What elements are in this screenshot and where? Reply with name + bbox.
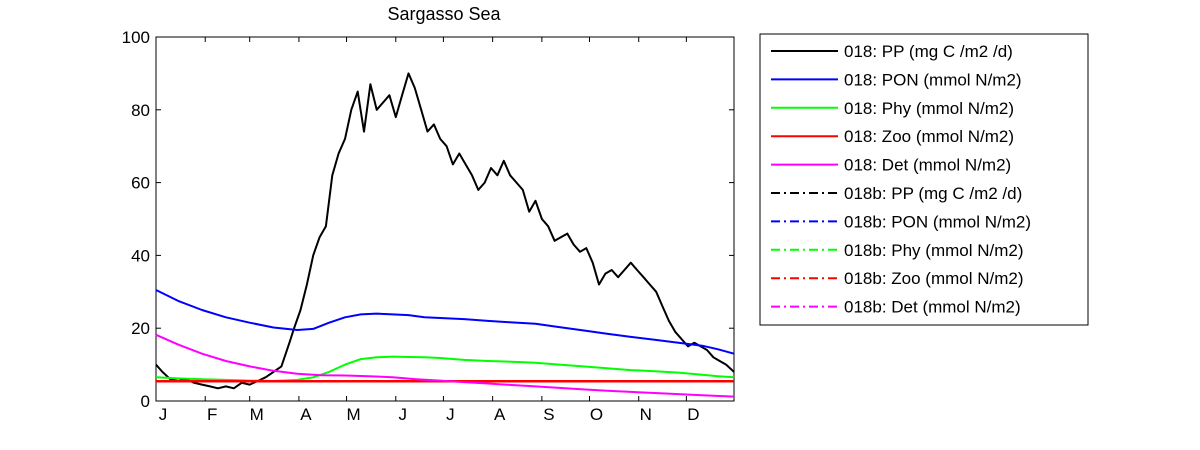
legend-label-6: 018b: PON (mmol N/m2): [844, 212, 1031, 231]
legend-label-7: 018b: Phy (mmol N/m2): [844, 241, 1024, 260]
legend-label-4: 018: Det (mmol N/m2): [844, 156, 1011, 175]
legend-label-2: 018: Phy (mmol N/m2): [844, 99, 1014, 118]
x-tick-label: M: [346, 405, 360, 424]
x-tick-label: F: [207, 405, 217, 424]
legend-label-1: 018: PON (mmol N/m2): [844, 70, 1022, 89]
x-tick-label: J: [159, 405, 168, 424]
x-tick-label: A: [300, 405, 312, 424]
ticks-layer: 0 20 40 60 80 100 J F M A M J J A S O N D: [122, 28, 734, 424]
legend-box: [759, 33, 1089, 326]
legend-label-0: 018: PP (mg C /m2 /d): [844, 42, 1013, 61]
y-tick-label: 20: [131, 319, 150, 338]
x-tick-label: J: [399, 405, 408, 424]
x-tick-label: O: [590, 405, 603, 424]
legend-label-5: 018b: PP (mg C /m2 /d): [844, 184, 1022, 203]
y-tick-label: 100: [122, 28, 150, 47]
legend-label-3: 018: Zoo (mmol N/m2): [844, 127, 1014, 146]
x-tick-label: S: [543, 405, 554, 424]
chart-title: Sargasso Sea: [387, 4, 501, 24]
y-tick-label: 60: [131, 174, 150, 193]
series-line-0: [155, 72, 735, 390]
y-tick-label: 40: [131, 246, 150, 265]
series-layer: [155, 72, 735, 398]
legend-label-9: 018b: Det (mmol N/m2): [844, 298, 1021, 317]
y-tick-label: 80: [131, 101, 150, 120]
series-line-4: [155, 333, 735, 398]
x-tick-label: D: [687, 405, 699, 424]
series-line-1: [155, 289, 735, 355]
x-tick-label: N: [640, 405, 652, 424]
x-tick-label: M: [250, 405, 264, 424]
plot-area: [155, 36, 735, 402]
legend: 018: PP (mg C /m2 /d) 018: PON (mmol N/m2…: [759, 33, 1089, 326]
x-tick-label: J: [446, 405, 455, 424]
y-tick-label: 0: [141, 392, 150, 411]
legend-label-8: 018b: Zoo (mmol N/m2): [844, 269, 1024, 288]
x-tick-label: A: [494, 405, 506, 424]
